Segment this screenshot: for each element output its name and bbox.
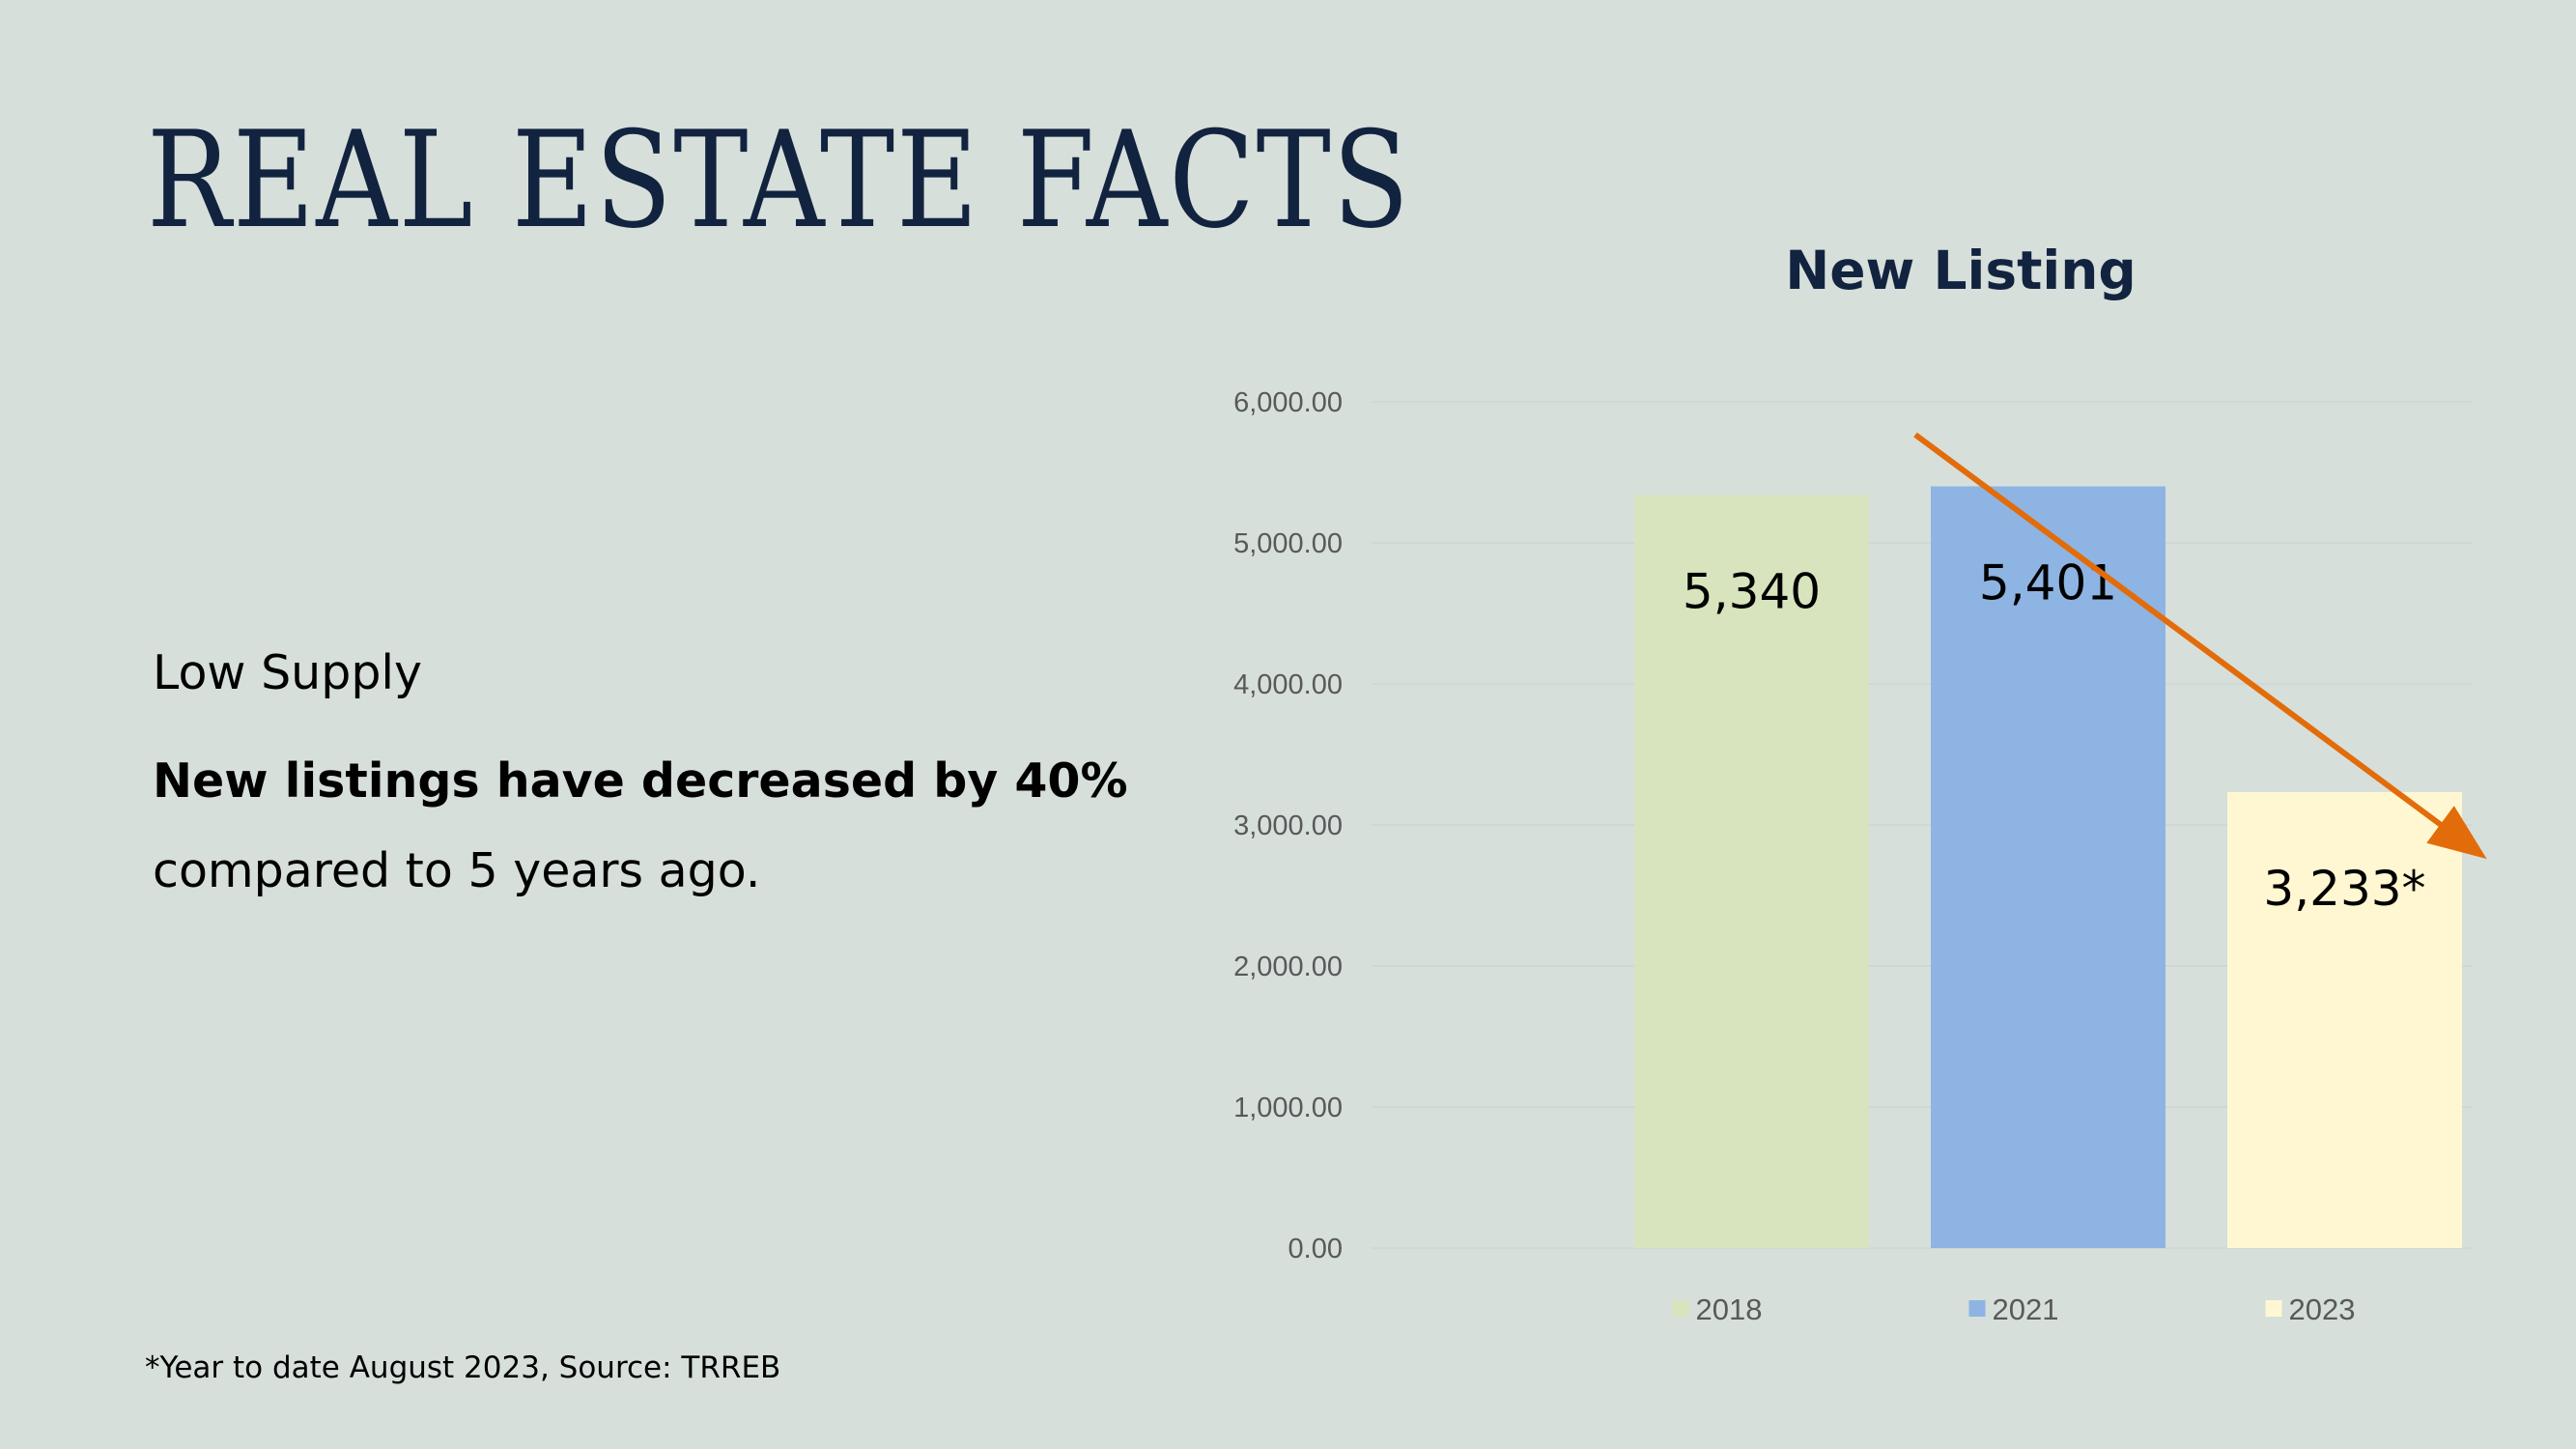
data-label: 5,340 <box>1683 563 1821 619</box>
y-tick-label: 3,000.00 <box>1233 810 1343 841</box>
legend-label: 2018 <box>1696 1293 1763 1326</box>
bar-2021 <box>1931 486 2166 1249</box>
trend-arrow-icon <box>1913 432 2487 860</box>
legend-label: 2021 <box>1993 1293 2059 1326</box>
body-text: compared to 5 years ago. <box>153 843 761 898</box>
page-title: REAL ESTATE FACTS <box>147 102 1411 258</box>
data-label: 3,233* <box>2263 861 2425 917</box>
data-label: 5,401 <box>1979 554 2117 611</box>
subtitle: Low Supply <box>153 645 423 700</box>
legend-label: 2023 <box>2289 1293 2356 1326</box>
legend: 2018 2021 2023 <box>1672 1293 2356 1326</box>
y-tick-label: 1,000.00 <box>1233 1093 1343 1123</box>
y-tick-label: 2,000.00 <box>1233 952 1343 982</box>
headline: New listings have decreased by 40% <box>153 753 1128 809</box>
bar-2018 <box>1634 495 1869 1248</box>
footnote: *Year to date August 2023, Source: TRREB <box>145 1350 781 1385</box>
bars <box>1634 486 2462 1249</box>
chart-title: New Listing <box>1785 240 2137 301</box>
y-tick-label: 4,000.00 <box>1233 669 1343 700</box>
y-tick-label: 0.00 <box>1288 1234 1343 1264</box>
y-tick-label: 6,000.00 <box>1233 387 1343 418</box>
y-axis: 0.00 1,000.00 2,000.00 3,000.00 4,000.00 5,00… <box>1233 387 1343 1264</box>
bar-2023 <box>2227 791 2462 1248</box>
y-tick-label: 5,000.00 <box>1233 528 1343 559</box>
legend-swatch <box>2265 1300 2282 1317</box>
legend-swatch <box>1672 1300 1689 1317</box>
legend-swatch <box>1968 1300 1986 1317</box>
